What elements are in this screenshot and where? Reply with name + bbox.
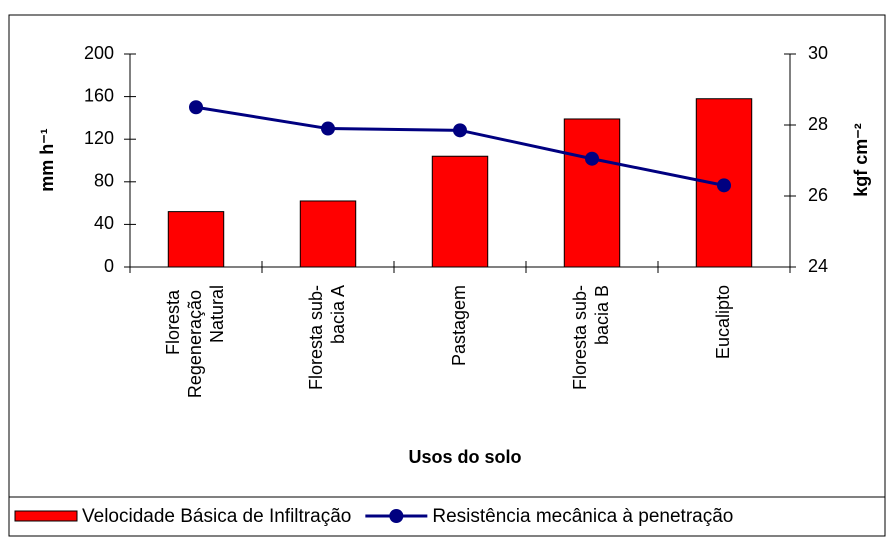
bar bbox=[431, 155, 489, 268]
y-axis-label: mm h⁻¹ bbox=[37, 128, 57, 192]
bar bbox=[563, 118, 621, 268]
y2-tick-label: 26 bbox=[808, 185, 828, 205]
legend-label: Resistência mecânica à penetração bbox=[432, 506, 733, 527]
y-tick-label: 80 bbox=[94, 171, 114, 191]
line-marker bbox=[453, 123, 467, 138]
x-tick-label: Pastagem bbox=[449, 285, 469, 366]
y2-axis-label: kgf cm⁻² bbox=[851, 123, 871, 197]
bar bbox=[167, 211, 225, 268]
line-marker bbox=[585, 151, 599, 166]
bar bbox=[299, 200, 357, 268]
x-tick-label: Floresta sub-bacia B bbox=[570, 285, 612, 390]
y-tick-label: 160 bbox=[84, 85, 114, 105]
y2-tick-label: 28 bbox=[808, 114, 828, 134]
legend-label: Velocidade Básica de Infiltração bbox=[82, 506, 351, 527]
legend-frame bbox=[8, 496, 886, 537]
y-tick-label: 40 bbox=[94, 213, 114, 233]
line-marker bbox=[321, 121, 335, 136]
y2-tick-label: 24 bbox=[808, 256, 828, 276]
line-marker bbox=[717, 178, 731, 193]
line-marker bbox=[189, 100, 203, 115]
x-tick-label: Floresta sub-bacia A bbox=[306, 285, 348, 390]
y-tick-label: 120 bbox=[84, 128, 114, 148]
y-tick-label: 0 bbox=[104, 256, 114, 276]
x-axis-label: Usos do solo bbox=[408, 447, 521, 467]
y-tick-label: 200 bbox=[84, 43, 114, 63]
legend-swatch-marker bbox=[389, 509, 404, 523]
legend-swatch bbox=[14, 510, 78, 522]
y2-tick-label: 30 bbox=[808, 43, 828, 63]
x-tick-label: Eucalipto bbox=[713, 285, 733, 359]
x-tick-label: Floresta Regeneração Natural bbox=[163, 285, 227, 398]
